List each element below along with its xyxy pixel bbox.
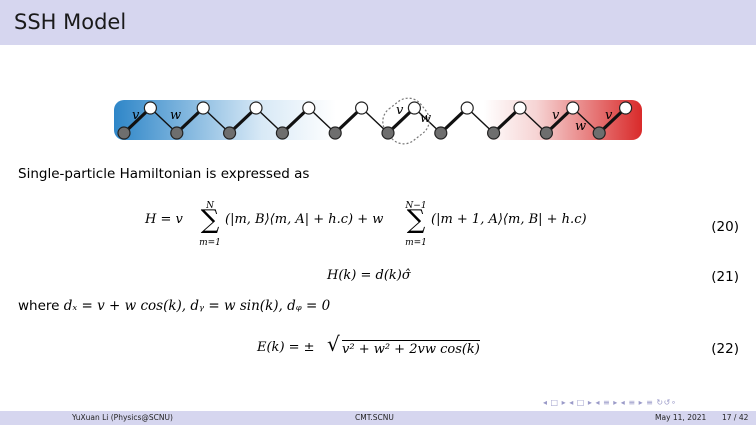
- site-b: [170, 126, 184, 140]
- where-dx: dₓ = v + w cos(k),: [63, 298, 187, 314]
- eq20-sum1-lower: m=1: [199, 238, 221, 248]
- slide-title: SSH Model: [14, 10, 127, 34]
- site-b: [592, 126, 606, 140]
- bond-label-v: v: [552, 108, 560, 123]
- site-a: [249, 101, 263, 115]
- footer-date: May 11, 2021: [655, 413, 707, 422]
- equation-20: H = v: [145, 212, 183, 227]
- site-b: [381, 126, 395, 140]
- intro-text: Single-particle Hamiltonian is expressed…: [18, 166, 310, 182]
- site-b: [487, 126, 501, 140]
- equation-number-20: (20): [711, 219, 739, 235]
- eq20-term1: (|m, B⟩⟨m, A| + h.c) + w: [225, 212, 383, 227]
- site-a: [196, 101, 210, 115]
- chain-background: [114, 100, 642, 140]
- where-line: where dₓ = v + w cos(k), dᵧ = w sin(k), …: [18, 298, 330, 314]
- eq20-sum1-symbol: ∑: [200, 205, 220, 235]
- site-a: [407, 101, 421, 115]
- footer-bar: YuXuan Li (Physics@SCNU) CMT.SCNU May 11…: [0, 411, 756, 425]
- site-b: [222, 126, 237, 140]
- site-a: [143, 101, 158, 115]
- site-a: [618, 101, 633, 115]
- ssh-chain-figure: v w v w v w v: [112, 95, 644, 153]
- ssh-chain-diagram: v w v w v w v: [114, 97, 642, 145]
- eq22-radicand: v² + w² + 2vw cos(k): [342, 340, 480, 357]
- bond-labels: v w v w v w v: [132, 103, 613, 134]
- site-a: [460, 101, 474, 115]
- where-dy: dᵧ = w sin(k),: [190, 298, 283, 314]
- site-b: [328, 126, 342, 140]
- bond-label-w: w: [170, 108, 181, 123]
- eq20-term1-text: (|m, B⟩⟨m, A| + h.c) + w: [225, 212, 384, 227]
- where-dz: dᵩ = 0: [287, 298, 331, 314]
- bond-label-v: v: [396, 103, 404, 118]
- eq22-lhs: E(k) = ±: [257, 340, 315, 355]
- bond-label-w: w: [575, 119, 586, 134]
- eq20-sum1-upper: N: [206, 201, 214, 211]
- footer-page: 17 / 42: [722, 413, 749, 422]
- site-b: [275, 126, 289, 140]
- title-bar: SSH Model: [0, 0, 756, 45]
- eq20-term2: (|m + 1, A⟩⟨m, B| + h.c): [431, 212, 587, 227]
- site-b: [539, 126, 553, 140]
- eq22-radicand-text: v² + w² + 2vw cos(k): [342, 342, 480, 357]
- equation-21: H(k) = d(k)σ̂: [327, 268, 411, 283]
- eq20-sum2-upper: N−1: [405, 201, 427, 211]
- eq20-sum2-symbol: ∑: [406, 205, 426, 235]
- chain-sites: [117, 101, 633, 140]
- eq21-text: H(k) = d(k)σ̂: [327, 268, 411, 283]
- unit-cell-outline: [382, 97, 430, 145]
- bond-label-v: v: [605, 108, 613, 123]
- eq20-term2-text: (|m + 1, A⟩⟨m, B| + h.c): [431, 212, 587, 227]
- bond-label-v: v: [132, 108, 140, 123]
- beamer-navigation[interactable]: ◂ □ ▸ ◂ □ ▸ ◂ ≡ ▸ ◂ ≡ ▸ ≡ ↻↺∘: [543, 398, 677, 407]
- site-b: [434, 126, 448, 140]
- site-b: [117, 126, 131, 140]
- site-a: [302, 101, 316, 115]
- equation-number-22: (22): [711, 341, 739, 357]
- site-a: [513, 101, 527, 115]
- footer-center: CMT.SCNU: [355, 413, 394, 422]
- site-a: [355, 101, 369, 115]
- eq22-sqrt-symbol: √: [327, 332, 340, 356]
- site-a: [566, 101, 580, 115]
- eq20-lhs: H = v: [145, 212, 183, 227]
- equation-22: E(k) = ±: [257, 340, 315, 355]
- footer-author: YuXuan Li (Physics@SCNU): [72, 413, 173, 422]
- where-prefix: where: [18, 298, 60, 314]
- bond-label-w: w: [420, 111, 431, 126]
- eq20-sum2-lower: m=1: [405, 238, 427, 248]
- equation-number-21: (21): [711, 269, 739, 285]
